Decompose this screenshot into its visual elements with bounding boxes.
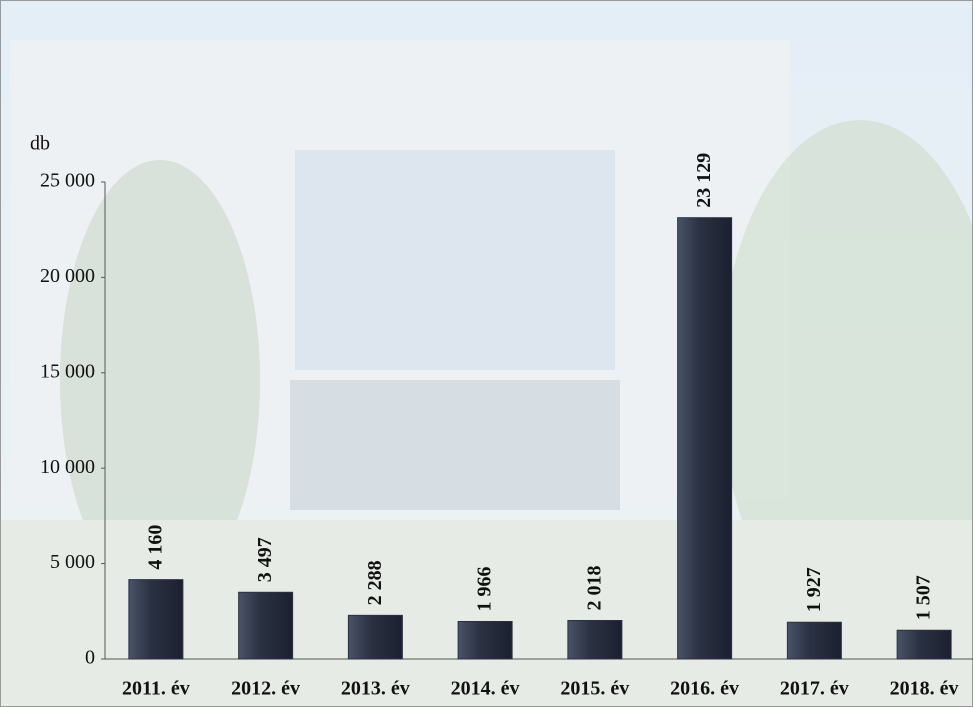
value-label: 3 497 [254,537,276,582]
x-tick-label: 2015. év [560,678,629,700]
value-label: 2 018 [583,565,605,610]
value-label: 1 927 [803,567,825,612]
y-axis-label: db [30,133,50,155]
y-tick-label: 15 000 [40,360,95,382]
x-tick-label: 2014. év [451,678,520,700]
value-label: 23 129 [693,153,715,208]
x-tick-label: 2011. év [122,678,190,700]
x-tick-label: 2012. év [231,678,300,700]
x-tick-label: 2016. év [670,678,739,700]
bar [457,620,513,660]
y-tick-label: 20 000 [40,265,95,287]
y-tick-label: 10 000 [40,456,95,478]
bar [567,619,623,660]
x-tick-label: 2013. év [341,678,410,700]
value-label: 1 507 [913,575,935,620]
value-label: 1 966 [474,566,496,611]
value-label: 4 160 [144,525,166,570]
x-tick-label: 2018. év [890,678,959,700]
bar [786,621,842,660]
bar [238,591,294,660]
bar [896,629,952,660]
y-tick-label: 5 000 [50,551,95,573]
bar [677,217,733,660]
y-tick-label: 25 000 [40,170,95,192]
bar [128,579,184,660]
x-tick-label: 2017. év [780,678,849,700]
y-tick-label: 0 [85,647,95,669]
value-label: 2 288 [364,560,386,605]
bar [347,614,403,660]
